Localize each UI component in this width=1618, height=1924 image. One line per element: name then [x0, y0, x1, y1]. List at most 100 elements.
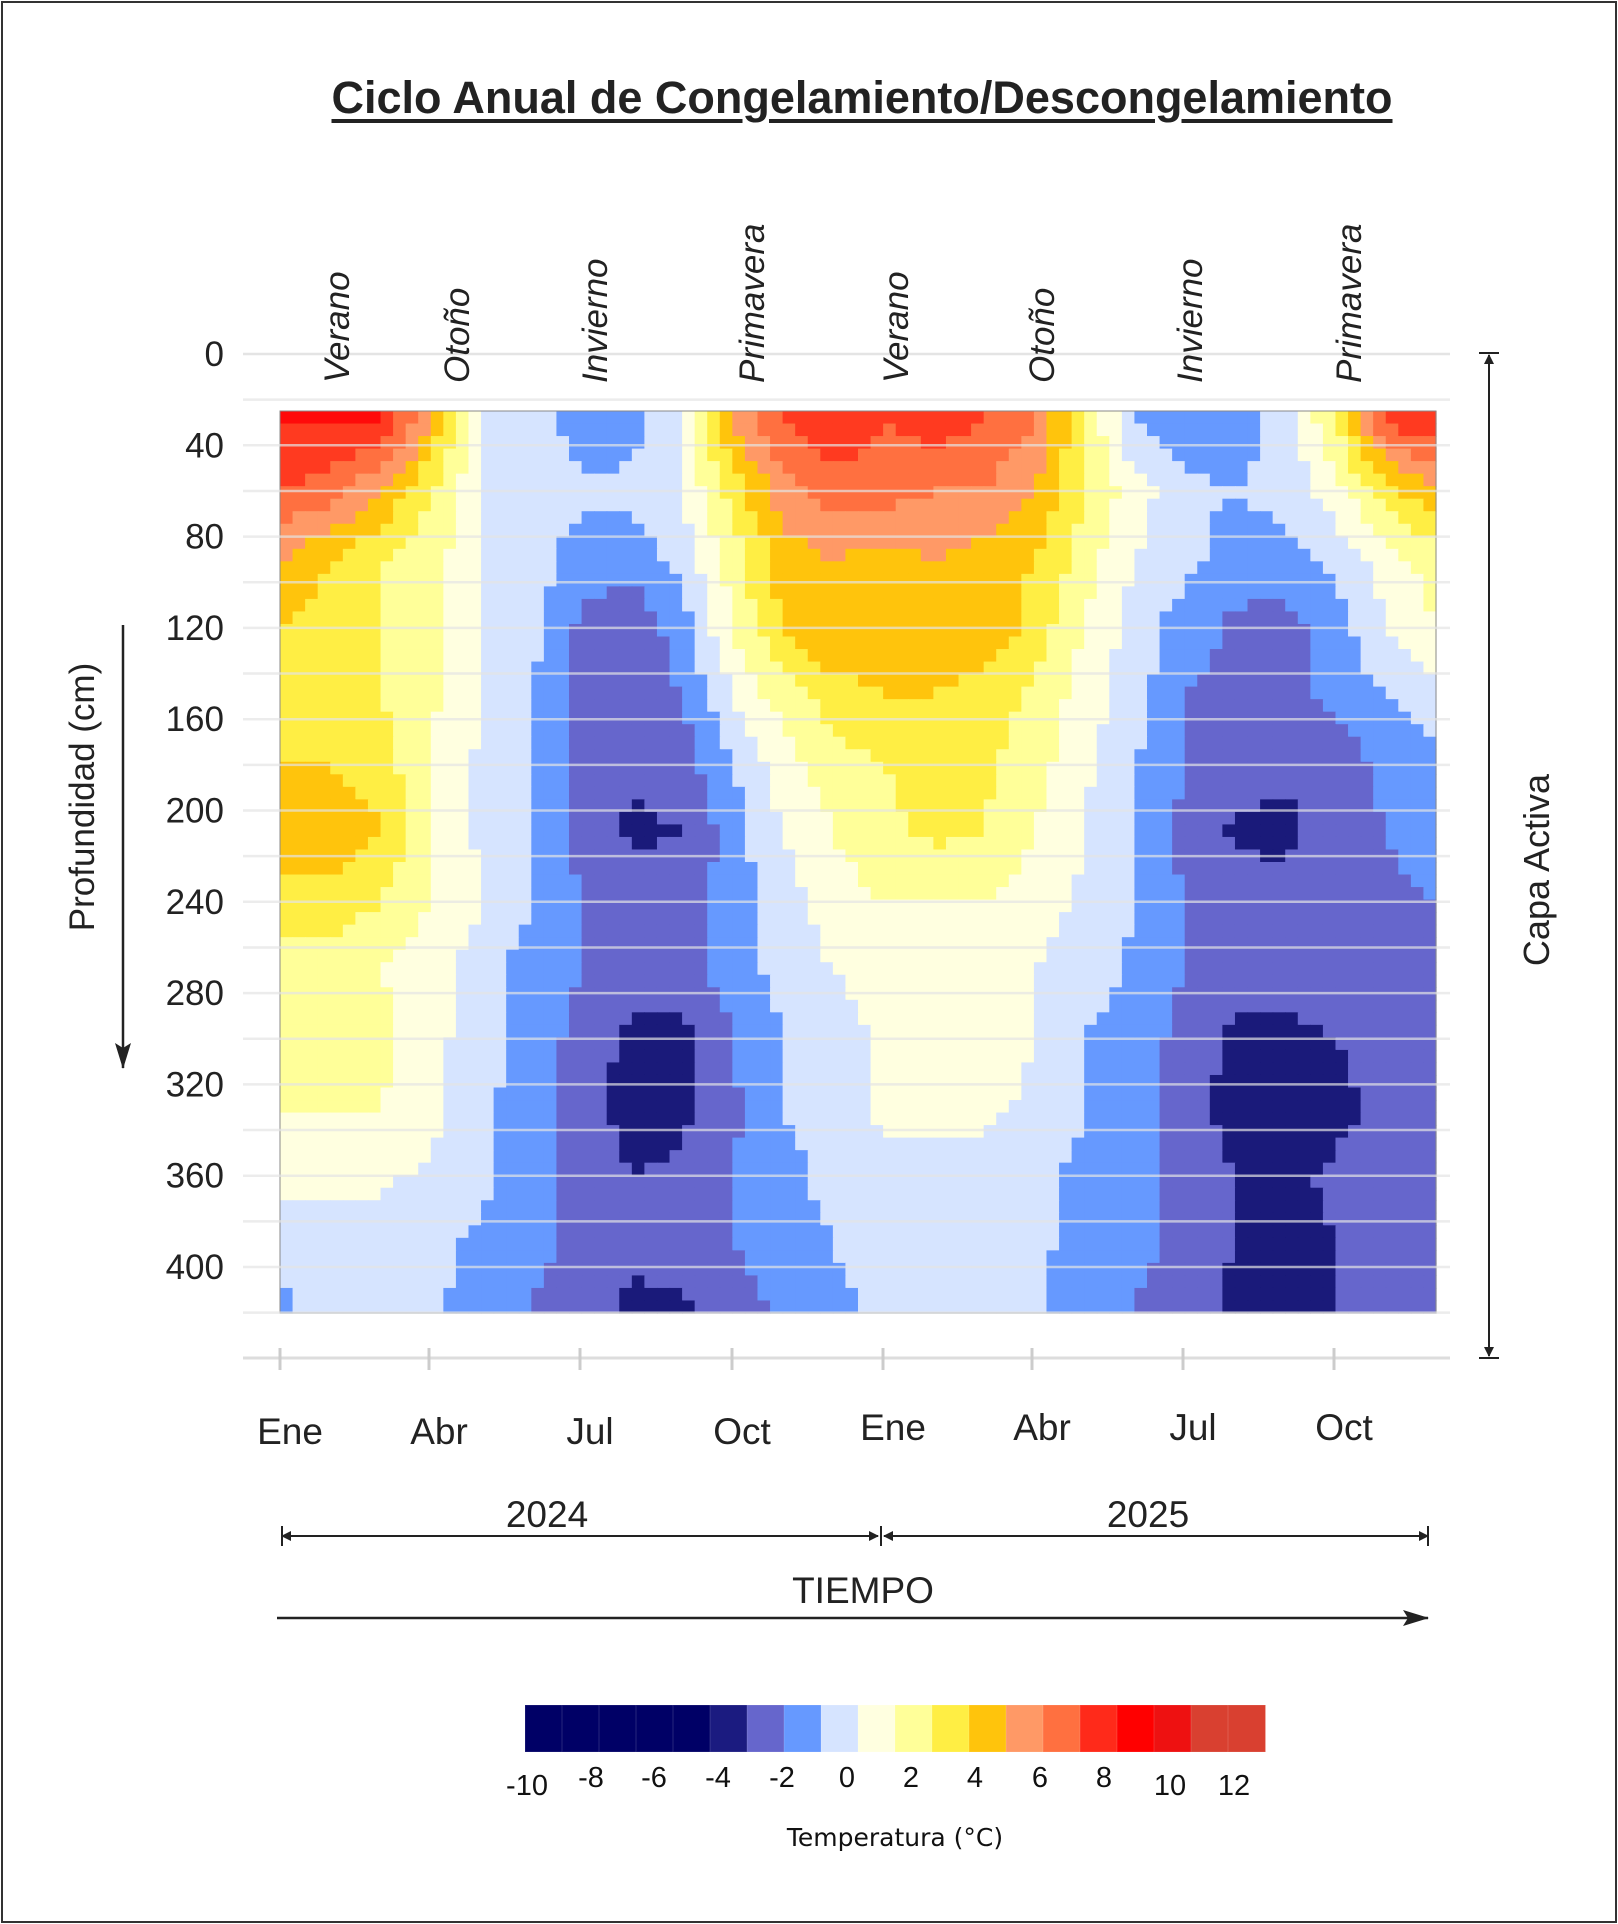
heatmap-cell: [744, 649, 759, 663]
heatmap-cell: [983, 523, 997, 537]
heatmap-cell: [342, 486, 356, 500]
heatmap-cell: [1348, 473, 1362, 487]
heatmap-cell: [367, 736, 382, 750]
heatmap-cell: [920, 536, 934, 550]
heatmap-cell: [782, 862, 796, 876]
heatmap-cell: [455, 824, 470, 838]
heatmap-cell: [719, 448, 733, 462]
heatmap-cell: [807, 974, 821, 988]
heatmap-cell: [732, 473, 746, 487]
heatmap-cell: [594, 473, 608, 487]
heatmap-cell: [644, 1024, 658, 1038]
heatmap-cell: [945, 949, 960, 963]
heatmap-cell: [757, 924, 771, 938]
heatmap-cell: [455, 686, 470, 700]
heatmap-cell: [1322, 436, 1337, 450]
heatmap-cell: [1360, 974, 1374, 988]
heatmap-cell: [1410, 486, 1425, 500]
heatmap-cell: [619, 473, 633, 487]
heatmap-cell: [1121, 874, 1136, 888]
heatmap-cell: [1272, 974, 1286, 988]
heatmap-cell: [1096, 411, 1110, 425]
heatmap-cell: [606, 749, 620, 763]
heatmap-cell: [744, 561, 759, 575]
heatmap-cell: [1159, 1012, 1173, 1026]
heatmap-cell: [870, 623, 884, 638]
heatmap-cell: [543, 699, 558, 713]
heatmap-cell: [443, 912, 457, 926]
heatmap-cell: [858, 874, 872, 888]
heatmap-cell: [895, 874, 909, 888]
heatmap-cell: [1184, 411, 1198, 425]
heatmap-cell: [1222, 1074, 1236, 1089]
heatmap-cell: [581, 799, 595, 813]
heatmap-cell: [619, 949, 633, 963]
heatmap-cell: [380, 1049, 394, 1064]
heatmap-cell: [669, 749, 683, 763]
heatmap-cell: [1209, 649, 1223, 663]
heatmap-cell: [656, 912, 671, 926]
heatmap-cell: [1172, 836, 1186, 851]
heatmap-cell: [556, 924, 570, 938]
heatmap-cell: [1096, 523, 1110, 537]
heatmap-cell: [707, 736, 721, 750]
heatmap-cell: [1008, 611, 1022, 625]
heatmap-cell: [506, 411, 520, 425]
heatmap-cell: [531, 523, 545, 537]
heatmap-cell: [669, 874, 683, 888]
heatmap-cell: [920, 598, 934, 613]
heatmap-cell: [1260, 736, 1274, 750]
heatmap-cell: [644, 1037, 658, 1051]
heatmap-cell: [1134, 561, 1148, 575]
heatmap-cell: [1410, 661, 1425, 675]
heatmap-cell: [1285, 523, 1299, 537]
heatmap-cell: [1021, 824, 1035, 838]
heatmap-cell: [468, 586, 482, 600]
heatmap-cell: [1159, 736, 1173, 750]
heatmap-cell: [996, 749, 1010, 763]
heatmap-cell: [292, 674, 306, 688]
heatmap-cell: [1385, 548, 1399, 562]
heatmap-cell: [945, 912, 960, 926]
heatmap-cell: [1410, 862, 1425, 876]
heatmap-cell: [933, 974, 947, 988]
heatmap-cell: [1373, 686, 1387, 700]
heatmap-cell: [455, 1062, 470, 1076]
heatmap-cell: [543, 824, 558, 838]
heatmap-cell: [1247, 962, 1261, 976]
heatmap-cell: [443, 1024, 457, 1038]
heatmap-cell: [1297, 836, 1311, 851]
heatmap-cell: [405, 423, 419, 437]
heatmap-cell: [983, 461, 997, 475]
heatmap-cell: [430, 862, 444, 876]
heatmap-cell: [606, 636, 620, 650]
heatmap-cell: [430, 786, 444, 800]
heatmap-cell: [1335, 461, 1349, 475]
heatmap-cell: [908, 536, 922, 550]
heatmap-cell: [1109, 623, 1123, 638]
heatmap-cell: [1335, 912, 1349, 926]
heatmap-cell: [1096, 636, 1110, 650]
heatmap-cell: [455, 736, 470, 750]
heatmap-cell: [1410, 598, 1425, 613]
heatmap-cell: [1046, 436, 1060, 450]
heatmap-cell: [355, 887, 369, 901]
heatmap-cell: [1348, 974, 1362, 988]
heatmap-cell: [707, 536, 721, 550]
heatmap-cell: [1310, 1049, 1324, 1064]
heatmap-cell: [1310, 824, 1324, 838]
heatmap-cell: [556, 448, 570, 462]
heatmap-cell: [355, 836, 369, 851]
heatmap-cell: [581, 736, 595, 750]
heatmap-cell: [1071, 486, 1085, 500]
heatmap-cell: [707, 423, 721, 437]
heatmap-cell: [481, 974, 495, 988]
heatmap-cell: [1310, 836, 1324, 851]
heatmap-cell: [1134, 1049, 1148, 1064]
heatmap-cell: [1348, 586, 1362, 600]
heatmap-cell: [782, 511, 796, 525]
heatmap-cell: [1046, 649, 1060, 663]
heatmap-cell: [1385, 1012, 1399, 1026]
heatmap-cell: [1121, 623, 1136, 638]
heatmap-cell: [1322, 699, 1337, 713]
